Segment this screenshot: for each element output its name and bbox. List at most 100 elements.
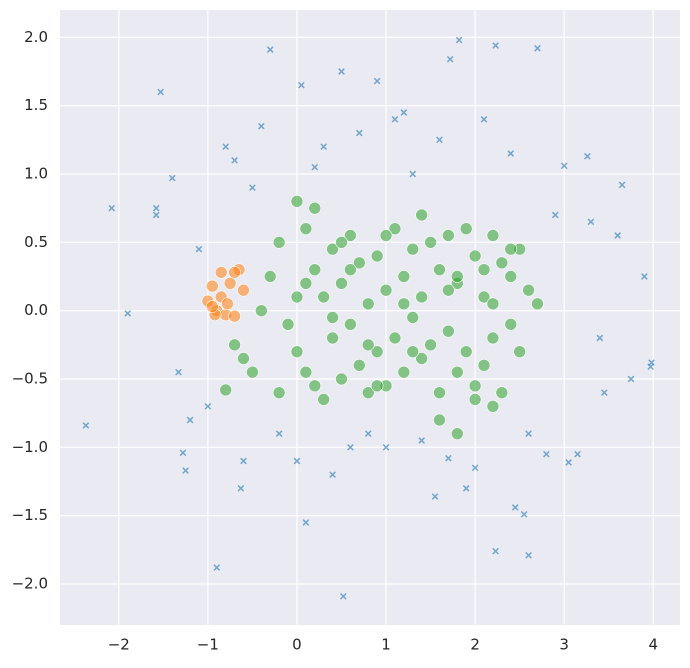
point — [397, 365, 411, 379]
x-tick-label: −2 — [108, 636, 130, 654]
point — [446, 55, 454, 63]
point — [320, 143, 328, 150]
point — [507, 150, 515, 157]
point — [353, 359, 366, 372]
point — [299, 222, 313, 235]
point — [504, 270, 518, 283]
point — [486, 297, 500, 311]
point — [504, 242, 518, 256]
point — [560, 162, 568, 170]
point — [600, 389, 608, 396]
point — [326, 311, 339, 324]
point — [344, 318, 357, 331]
point — [486, 229, 500, 242]
point — [361, 386, 375, 399]
point — [486, 331, 500, 345]
point — [477, 359, 491, 372]
point — [433, 263, 446, 276]
point — [290, 345, 304, 358]
point — [415, 352, 428, 365]
point — [329, 471, 336, 478]
point — [344, 229, 357, 242]
point — [495, 386, 509, 399]
point — [338, 68, 345, 75]
point — [477, 290, 491, 304]
point — [272, 386, 286, 399]
y-tick-label: 1.5 — [24, 96, 48, 114]
point — [388, 222, 402, 235]
point — [222, 143, 230, 150]
point — [445, 454, 452, 462]
y-tick-label: 1.0 — [24, 165, 48, 183]
point — [237, 283, 250, 297]
point — [263, 270, 277, 283]
point — [290, 195, 304, 208]
point — [182, 467, 189, 474]
point — [298, 81, 305, 89]
point — [355, 129, 363, 137]
point — [231, 157, 238, 164]
point — [195, 245, 203, 253]
y-tick-label: −1.0 — [12, 438, 48, 456]
point — [249, 184, 256, 191]
point — [379, 283, 393, 297]
point — [361, 338, 375, 352]
point — [525, 430, 532, 437]
point — [347, 444, 354, 451]
point — [290, 290, 304, 304]
point — [339, 592, 347, 600]
x-tick-label: 2 — [470, 636, 480, 654]
point — [531, 297, 544, 311]
y-tick-label: 2.0 — [24, 28, 48, 46]
point — [275, 430, 283, 437]
x-tick-label: 4 — [649, 636, 659, 654]
x-tick-label: −1 — [197, 636, 219, 654]
point — [618, 181, 626, 189]
point — [647, 363, 654, 371]
x-tick-label: 3 — [559, 636, 569, 654]
point — [124, 310, 132, 317]
point — [468, 379, 482, 393]
point — [370, 379, 384, 393]
point — [302, 519, 310, 526]
point — [335, 277, 348, 290]
point — [228, 309, 241, 323]
point — [442, 283, 455, 297]
point — [206, 300, 219, 313]
y-tick-label: −0.5 — [12, 370, 48, 388]
point — [415, 290, 428, 304]
point — [574, 450, 581, 458]
point — [641, 273, 648, 280]
point — [108, 204, 115, 212]
point — [459, 345, 473, 358]
point — [406, 345, 420, 358]
point — [492, 547, 499, 555]
point — [157, 88, 164, 96]
point — [317, 393, 330, 406]
point — [436, 136, 443, 144]
point — [391, 116, 399, 123]
point — [221, 297, 234, 311]
point — [388, 331, 402, 345]
point — [344, 263, 357, 276]
point — [433, 386, 446, 399]
point — [400, 109, 408, 116]
point — [627, 375, 635, 383]
point — [492, 42, 499, 49]
point — [299, 277, 313, 290]
y-tick-label: −2.0 — [12, 575, 48, 593]
point — [228, 338, 241, 352]
point — [433, 413, 446, 427]
point — [257, 122, 265, 130]
point — [308, 379, 322, 393]
point — [471, 464, 479, 472]
point — [152, 211, 160, 219]
point — [206, 279, 219, 293]
point — [415, 208, 428, 222]
point — [477, 263, 491, 276]
point — [587, 218, 595, 226]
point — [406, 311, 420, 324]
point — [382, 444, 390, 451]
point — [468, 249, 482, 263]
point — [511, 504, 519, 511]
